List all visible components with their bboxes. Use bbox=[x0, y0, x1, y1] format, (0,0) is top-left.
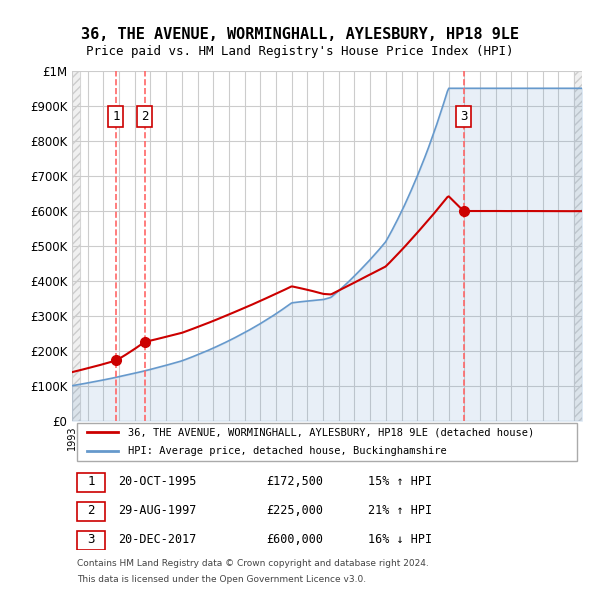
Text: This data is licensed under the Open Government Licence v3.0.: This data is licensed under the Open Gov… bbox=[77, 575, 366, 585]
Text: 20-OCT-1995: 20-OCT-1995 bbox=[118, 476, 196, 489]
FancyBboxPatch shape bbox=[77, 531, 105, 550]
FancyBboxPatch shape bbox=[77, 423, 577, 461]
Text: 2: 2 bbox=[87, 504, 95, 517]
Text: HPI: Average price, detached house, Buckinghamshire: HPI: Average price, detached house, Buck… bbox=[128, 446, 447, 456]
Bar bbox=[72, 71, 80, 421]
Text: 15% ↑ HPI: 15% ↑ HPI bbox=[368, 476, 432, 489]
Text: 20-DEC-2017: 20-DEC-2017 bbox=[118, 533, 196, 546]
Text: 3: 3 bbox=[460, 110, 467, 123]
Bar bbox=[574, 71, 582, 421]
Bar bbox=[574, 71, 582, 421]
Text: 2: 2 bbox=[141, 110, 149, 123]
Text: £225,000: £225,000 bbox=[266, 504, 323, 517]
Bar bbox=[72, 71, 80, 421]
Text: £600,000: £600,000 bbox=[266, 533, 323, 546]
FancyBboxPatch shape bbox=[77, 502, 105, 522]
Text: 36, THE AVENUE, WORMINGHALL, AYLESBURY, HP18 9LE (detached house): 36, THE AVENUE, WORMINGHALL, AYLESBURY, … bbox=[128, 428, 535, 438]
Text: £172,500: £172,500 bbox=[266, 476, 323, 489]
Text: Contains HM Land Registry data © Crown copyright and database right 2024.: Contains HM Land Registry data © Crown c… bbox=[77, 559, 429, 568]
Text: 3: 3 bbox=[87, 533, 95, 546]
Text: 21% ↑ HPI: 21% ↑ HPI bbox=[368, 504, 432, 517]
Text: Price paid vs. HM Land Registry's House Price Index (HPI): Price paid vs. HM Land Registry's House … bbox=[86, 45, 514, 58]
Text: 1: 1 bbox=[112, 110, 119, 123]
Text: 16% ↓ HPI: 16% ↓ HPI bbox=[368, 533, 432, 546]
Text: 36, THE AVENUE, WORMINGHALL, AYLESBURY, HP18 9LE: 36, THE AVENUE, WORMINGHALL, AYLESBURY, … bbox=[81, 27, 519, 41]
Text: 29-AUG-1997: 29-AUG-1997 bbox=[118, 504, 196, 517]
Text: 1: 1 bbox=[87, 476, 95, 489]
FancyBboxPatch shape bbox=[77, 473, 105, 493]
